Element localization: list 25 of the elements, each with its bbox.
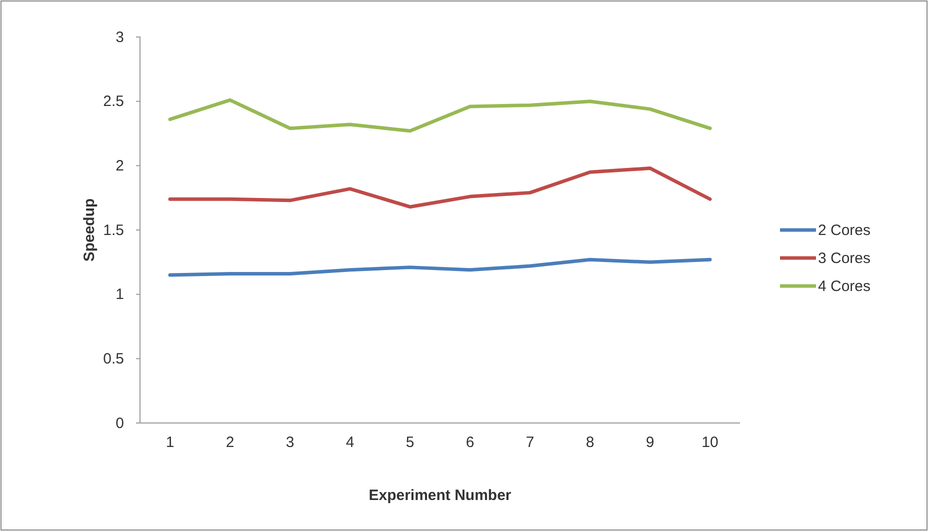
x-tick-label: 1: [166, 434, 174, 451]
y-tick-label: 0.5: [103, 350, 124, 368]
y-tick-label: 3: [116, 28, 124, 46]
x-tick-label: 2: [226, 434, 234, 451]
x-tick-label: 7: [526, 434, 534, 451]
x-tick-label: 5: [406, 434, 414, 451]
line-series: [168, 258, 712, 277]
legend-label: 4 Cores: [818, 278, 871, 295]
line-series: [168, 98, 712, 133]
x-axis-title: Experiment Number: [368, 487, 512, 504]
x-tick-label: 4: [346, 434, 354, 451]
legend-label: 3 Cores: [818, 250, 871, 267]
y-axis-title: Speedup: [81, 198, 98, 262]
y-tick-label: 1.5: [103, 222, 124, 239]
line-series: [168, 166, 712, 209]
x-tick-label: 6: [466, 434, 474, 451]
x-tick-label: 10: [702, 434, 718, 451]
y-tick-label: 2: [116, 157, 124, 174]
x-tick-label: 8: [586, 434, 594, 451]
legend-label: 2 Cores: [818, 222, 871, 239]
x-tick-label: 9: [646, 434, 654, 451]
y-tick-label: 0: [116, 414, 124, 432]
y-tick-label: 2.5: [103, 93, 124, 110]
x-tick-label: 3: [286, 434, 294, 451]
y-tick-label: 1: [116, 286, 124, 304]
